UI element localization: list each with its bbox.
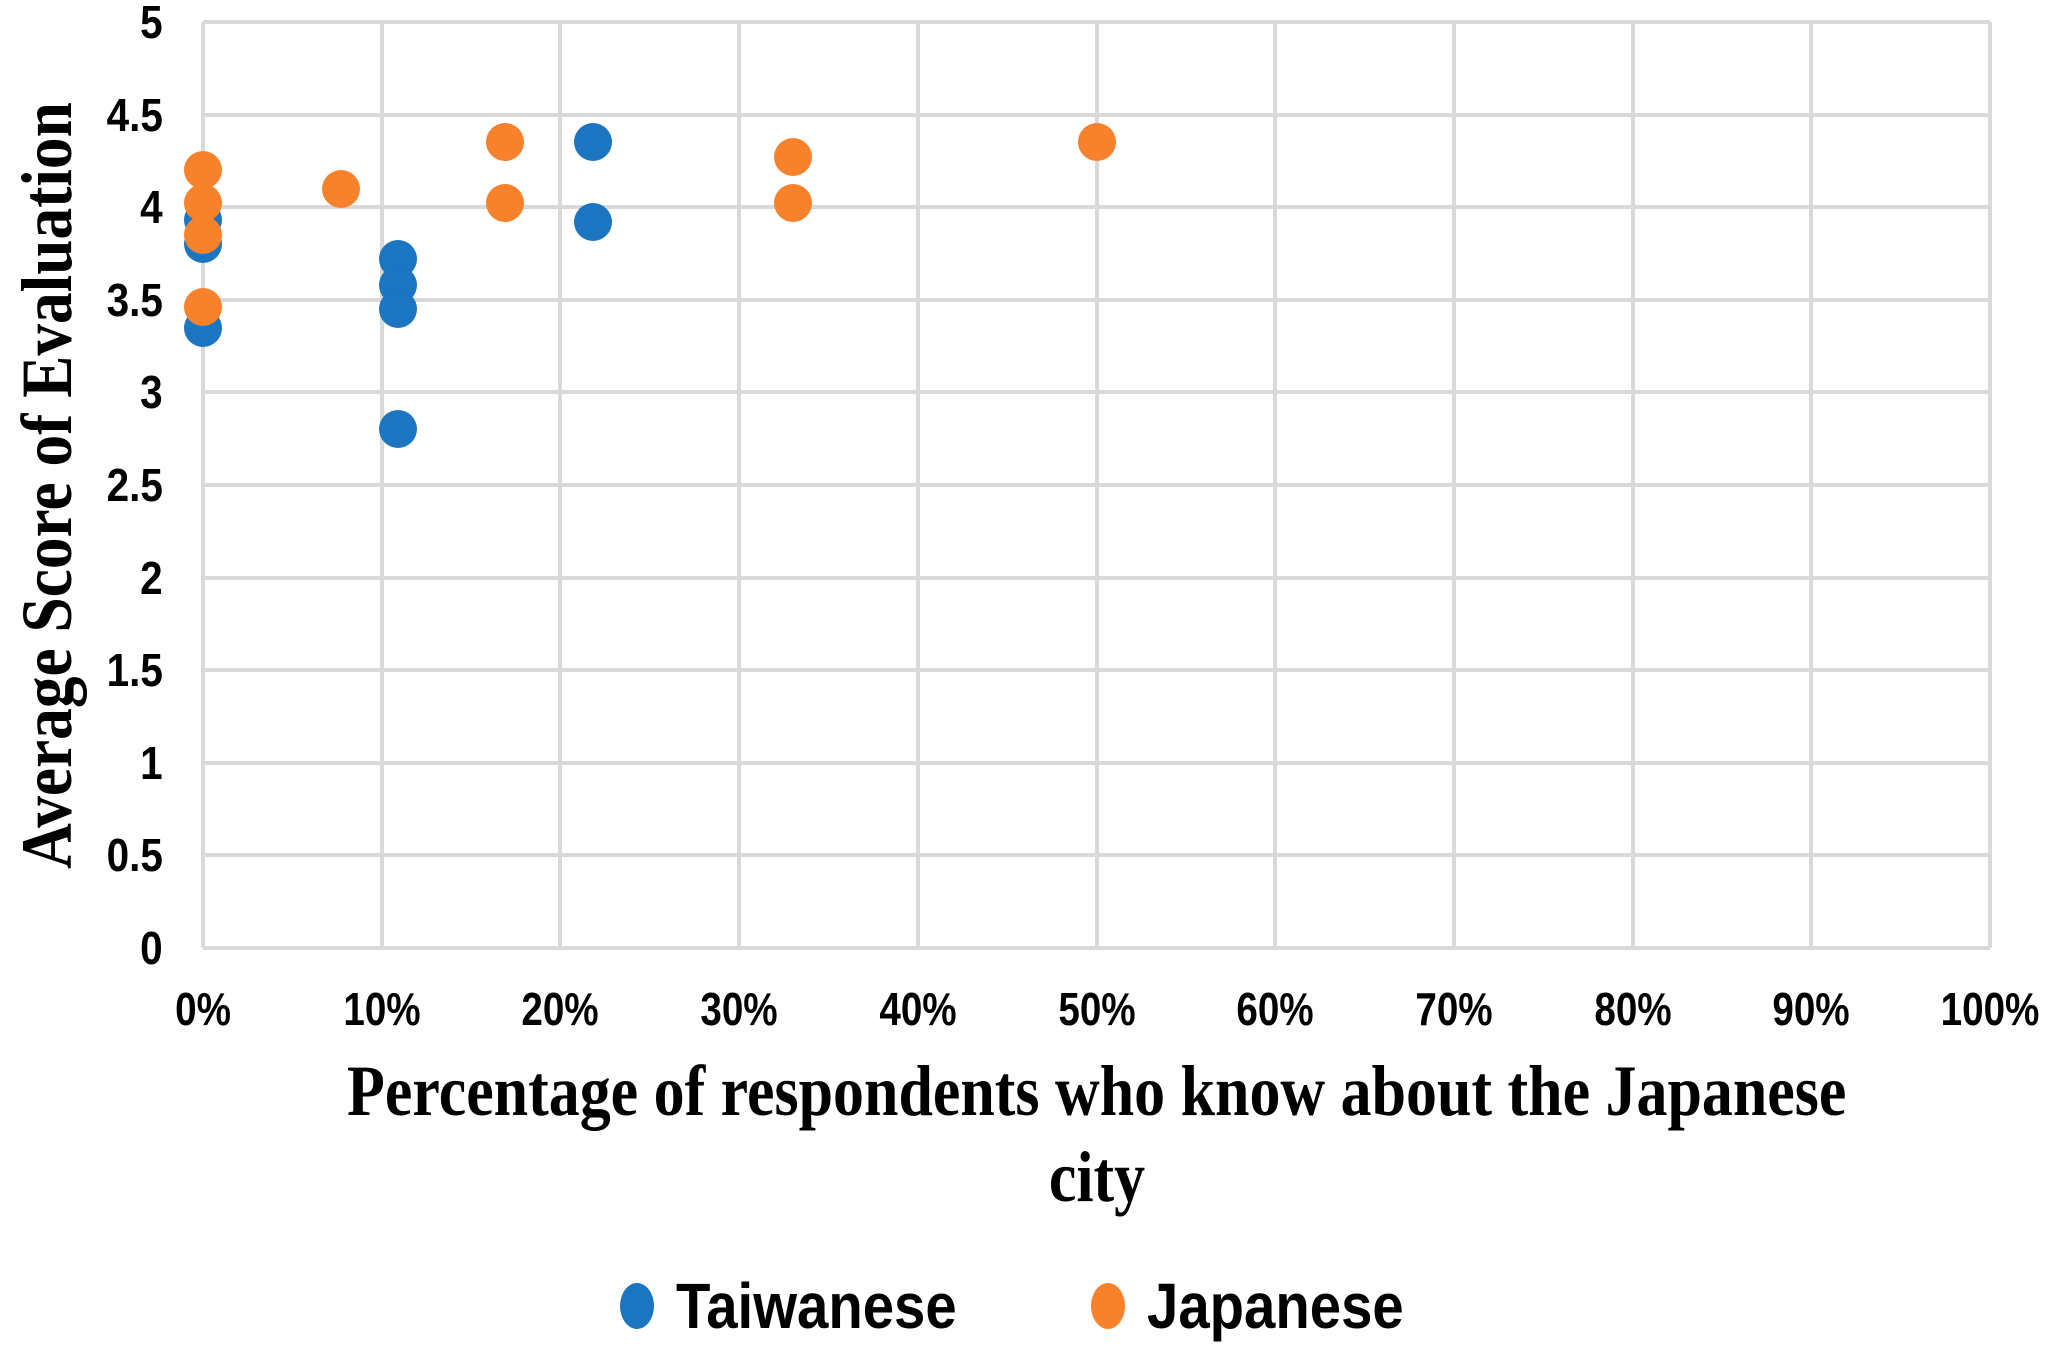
y-axis-title-text: Average Score of Evaluation [7,101,88,869]
x-tick-label: 70% [1415,983,1493,1035]
h-gridline [203,946,1990,950]
x-tick-label: 50% [1057,983,1136,1035]
h-gridline [203,575,1990,580]
x-tick-label: 80% [1593,983,1672,1035]
x-tick-label: 90% [1772,983,1850,1035]
y-tick-label: 4.5 [106,88,163,141]
taiwanese-dot-icon [619,1283,654,1329]
v-gridline [1988,22,1992,948]
y-tick-label: 2 [140,551,163,604]
data-point-taiwanese [573,123,612,162]
y-tick-label: 5 [140,0,163,48]
data-point-japanese [773,184,812,223]
data-point-taiwanese [573,203,612,242]
x-axis-title: Percentage of respondents who know about… [203,1048,1990,1220]
x-tick-label: 60% [1236,983,1314,1035]
data-point-japanese [486,123,524,162]
x-tick-label: 20% [521,983,600,1035]
x-tick-label: 100% [1940,983,2040,1035]
x-tick-label: 10% [343,983,421,1035]
x-axis-title-line1: Percentage of respondents who know about… [346,1051,1847,1131]
h-gridline [203,20,1990,24]
data-point-japanese [321,169,360,208]
y-tick-label: 3 [140,366,163,419]
y-axis-title: Average Score of Evaluation [0,22,96,948]
legend-label-japanese: Japanese [1146,1270,1404,1342]
y-tick-label: 1 [140,736,163,789]
h-gridline [203,760,1990,765]
y-tick-label: 0 [140,922,163,974]
y-tick-label: 2.5 [106,459,163,511]
x-tick-label: 0% [175,983,231,1035]
chart-legend: Taiwanese Japanese [0,1266,2058,1346]
x-tick-label: 30% [700,983,778,1035]
h-gridline [203,297,1990,302]
h-gridline [203,205,1990,210]
data-point-taiwanese [378,290,417,329]
y-tick-label: 1.5 [106,644,163,697]
data-point-japanese [184,215,222,254]
data-point-japanese [184,288,222,327]
x-tick-label: 40% [879,983,957,1035]
data-point-japanese [486,184,524,223]
japanese-dot-icon [1090,1283,1125,1329]
h-gridline [203,483,1990,487]
data-point-taiwanese [378,410,417,449]
legend-label-taiwanese: Taiwanese [675,1270,957,1342]
x-axis-title-line2: city [1048,1137,1145,1217]
h-gridline [203,668,1990,673]
y-tick-label: 3.5 [106,273,163,326]
data-point-japanese [184,151,222,190]
h-gridline [203,112,1990,117]
h-gridline [203,390,1990,395]
plot-area: 0% 10% 20% 30% 40% 50% 60% 70% 80% 90% 100% 0 0.5 1 1.… [107,0,2040,1035]
y-tick-label: 0.5 [106,829,163,882]
y-tick-label: 4 [140,181,163,234]
legend-item-japanese: Japanese [1090,1269,1439,1343]
h-gridline [203,853,1990,858]
data-point-japanese [773,138,812,177]
data-point-japanese [1077,123,1116,162]
legend-item-taiwanese: Taiwanese [619,1269,995,1343]
